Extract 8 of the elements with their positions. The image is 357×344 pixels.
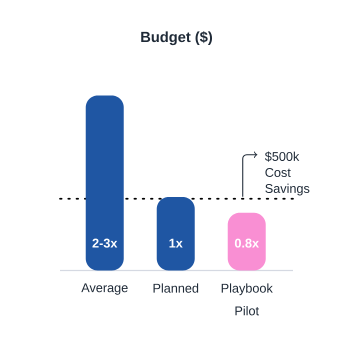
x-tick-label: Playbook Pilot <box>222 283 273 316</box>
x-tick-label: Average <box>81 283 128 295</box>
chart-title: Budget ($) <box>141 31 212 46</box>
annotation: 1x <box>169 238 183 248</box>
annotation: 2-3x <box>92 238 118 248</box>
x-tick-label: Planned <box>154 283 198 293</box>
annotation: $500k Cost Savings <box>264 151 310 196</box>
annotation: 0.8x <box>234 238 259 248</box>
